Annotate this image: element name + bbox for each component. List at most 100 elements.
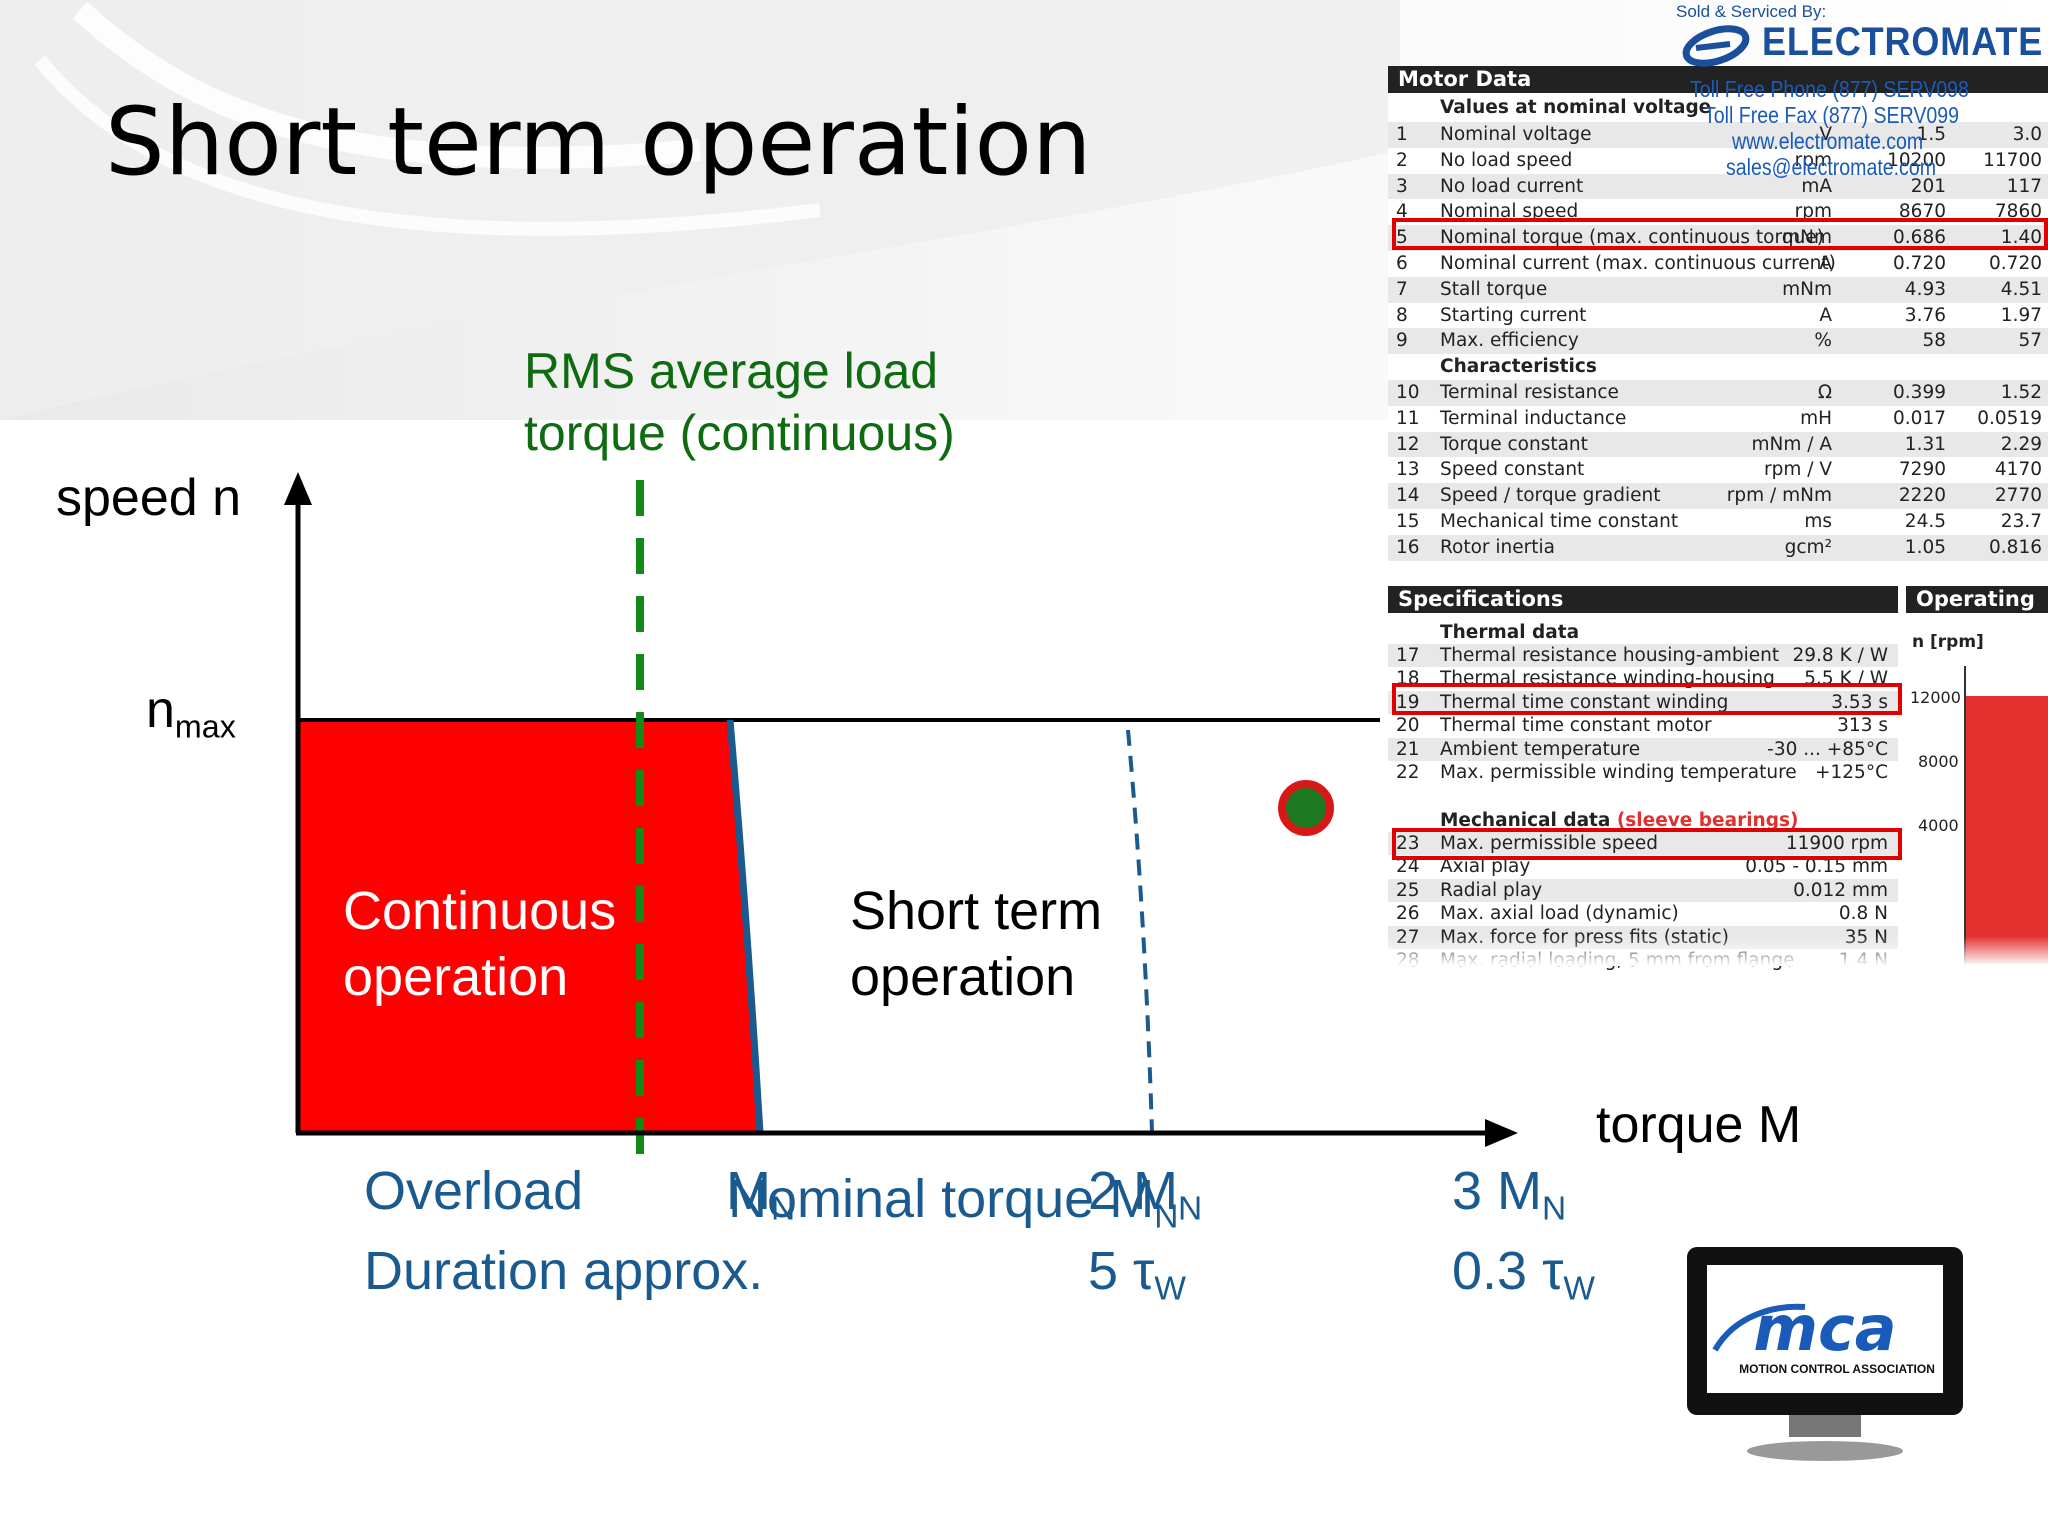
row-number: 10 — [1396, 382, 1420, 403]
row-unit: % — [1814, 330, 1832, 352]
highlight-nominal-torque — [1392, 218, 2048, 250]
datasheet-row: 25 Radial play 0.012 mm — [1388, 878, 1898, 903]
rms-line-label: RMS average load torque (continuous) — [524, 343, 955, 461]
row-number: 16 — [1396, 536, 1420, 558]
row-number: 15 — [1396, 511, 1420, 532]
row-value-2: 23.7 — [2000, 511, 2042, 532]
mca-monitor-logo: mca MOTION CONTROL ASSOCIATION — [1687, 1247, 1963, 1461]
row-value: 11900 rpm — [1785, 833, 1888, 854]
operating-tick-4000: 4000 — [1918, 816, 1959, 835]
row-value: 3.53 s — [1831, 691, 1888, 713]
row-value-1: 58 — [1922, 330, 1946, 352]
electromate-name: ELECTROMATE — [1762, 20, 2044, 64]
row-value-1: 2220 — [1898, 485, 1946, 507]
two-mn-tick-label: 2 MN — [1088, 1161, 1203, 1228]
short-term-operation-label: Short term operation — [850, 881, 1103, 1007]
nominal-torque-label: Nominal torque MN — [728, 1169, 1179, 1236]
two-mn-duration-label: 5 τW — [1088, 1241, 1186, 1308]
row-name: No load speed — [1440, 149, 1573, 171]
y-axis-label: speed n — [56, 469, 242, 527]
row-unit: A — [1819, 304, 1832, 326]
datasheet-row: 26 Max. axial load (dynamic) 0.8 N — [1388, 902, 1898, 925]
duration-label: Duration approx. — [364, 1241, 764, 1301]
toll-free-fax: Toll Free Fax (877) SERV099 — [1704, 102, 1959, 128]
row-number: 13 — [1396, 459, 1420, 481]
row-number: 8 — [1396, 304, 1408, 326]
datasheet-row: 20 Thermal time constant motor 313 s — [1388, 714, 1898, 737]
row-number: 20 — [1396, 715, 1420, 737]
row-number: 17 — [1396, 645, 1420, 666]
row-number: 24 — [1396, 856, 1420, 878]
row-unit: mNm — [1782, 278, 1832, 300]
website: www.electromate.com — [1732, 128, 1924, 154]
datasheet-row: 2 No load speed rpm 10200 11700 — [1388, 148, 2048, 174]
row-value-1: 0.399 — [1893, 382, 1946, 403]
row-value-2: 1.52 — [2000, 382, 2042, 403]
nominal-voltage-subheader: Values at nominal voltage — [1440, 97, 1712, 118]
row-name: Terminal resistance — [1440, 382, 1619, 403]
datasheet-row: 8 Starting current A 3.76 1.97 — [1388, 303, 2048, 329]
datasheet-row: 12 Torque constant mNm / A 1.31 2.29 — [1388, 431, 2048, 458]
row-value-2: 2.29 — [2000, 433, 2042, 455]
row-name: Rotor inertia — [1440, 536, 1555, 558]
x-axis-label: torque M — [1596, 1096, 1802, 1154]
datasheet-row: 22 Max. permissible winding temperature +1… — [1388, 761, 1898, 784]
operating-point-dot — [1278, 780, 1334, 836]
datasheet-row: 15 Mechanical time constant ms 24.5 23.7 — [1388, 509, 2048, 535]
row-name: Speed constant — [1440, 459, 1585, 481]
row-value-1: 8670 — [1898, 201, 1946, 223]
row-value-2: 117 — [2006, 175, 2042, 197]
row-name: Terminal inductance — [1440, 407, 1627, 429]
row-name: Thermal resistance housing-ambient — [1440, 645, 1780, 666]
row-name: Ambient temperature — [1440, 738, 1641, 760]
row-value-1: 4.93 — [1904, 278, 1946, 300]
row-name: Nominal voltage — [1440, 124, 1592, 145]
mechanical-data-subheader: Mechanical data (sleeve bearings) — [1440, 810, 1799, 831]
sold-by-text: Sold & Serviced By: — [1676, 2, 1827, 21]
row-number: 12 — [1396, 433, 1420, 455]
operating-tick-8000: 8000 — [1918, 752, 1959, 771]
datasheet-row: 17 Thermal resistance housing-ambient 29.8… — [1388, 644, 1898, 668]
characteristics-subheader: Characteristics — [1440, 356, 1597, 377]
row-name: Speed / torque gradient — [1440, 485, 1661, 507]
short-term-operation-region — [730, 720, 1380, 1133]
row-unit: ms — [1804, 511, 1832, 532]
datasheet-row: 14 Speed / torque gradient rpm / mNm 2220 27… — [1388, 483, 2048, 509]
row-value-2: 1.97 — [2000, 304, 2042, 326]
row-unit: mA — [1801, 175, 1832, 197]
row-number: 3 — [1396, 175, 1408, 197]
datasheet-row: 6 Nominal current (max. continuous curren… — [1388, 251, 2048, 277]
motor-datasheet: Motor Data Values at nominal voltage 1 No… — [1388, 66, 2048, 971]
row-value-2: 1.40 — [2000, 227, 2042, 249]
row-unit: Ω — [1817, 382, 1832, 403]
nominal-torque-curve — [726, 719, 764, 1134]
row-value-2: 0.816 — [1989, 536, 2042, 558]
row-value: -30 ... +85°C — [1767, 738, 1888, 760]
datasheet-row: 4 Nominal speed rpm 8670 7860 — [1388, 199, 2048, 225]
row-name: Torque constant — [1440, 433, 1588, 455]
row-unit: rpm — [1794, 149, 1832, 171]
row-unit: rpm — [1794, 201, 1832, 223]
datasheet-row: 19 Thermal time constant winding 3.53 s — [1388, 690, 1898, 715]
datasheet-row: 13 Speed constant rpm / V 7290 4170 — [1388, 457, 2048, 483]
row-name: Max. efficiency — [1440, 330, 1579, 352]
row-value-1: 201 — [1910, 175, 1946, 197]
row-name: Thermal time constant winding — [1440, 691, 1729, 713]
row-value: 0.05 - 0.15 mm — [1745, 856, 1888, 878]
row-value: 29.8 K / W — [1792, 645, 1889, 666]
row-number: 2 — [1396, 149, 1408, 171]
row-value-2: 0.720 — [1989, 253, 2042, 274]
row-value-1: 1.5 — [1916, 124, 1946, 145]
datasheet-row: 3 No load current mA 201 117 — [1388, 173, 2048, 200]
row-value-2: 7860 — [1994, 201, 2042, 223]
electromate-logo-icon — [1682, 25, 1750, 67]
specifications-header: Specifications — [1388, 586, 1898, 613]
row-value-1: 0.720 — [1893, 253, 1946, 274]
row-value-2: 2770 — [1994, 485, 2042, 507]
row-name: Nominal current (max. continuous current… — [1440, 253, 1836, 274]
row-unit: rpm / V — [1763, 459, 1832, 481]
highlight-max-speed — [1392, 828, 1902, 860]
row-value: 0.8 N — [1838, 903, 1888, 925]
row-name: Max. permissible winding temperature — [1440, 762, 1797, 783]
